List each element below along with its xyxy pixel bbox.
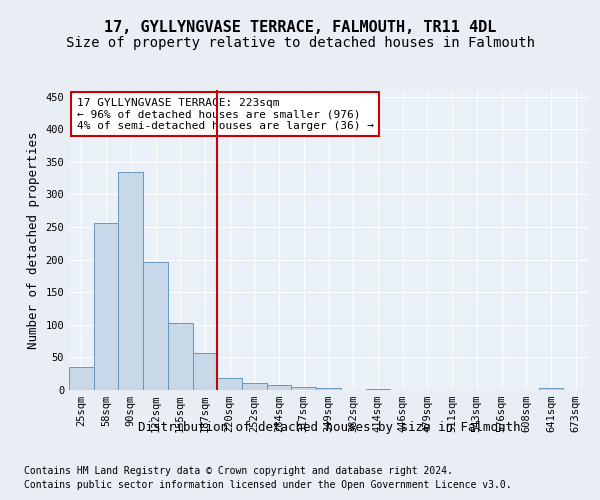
Bar (539, 388, 563, 390)
Text: Size of property relative to detached houses in Falmouth: Size of property relative to detached ho… (65, 36, 535, 50)
Text: 17, GYLLYNGVASE TERRACE, FALMOUTH, TR11 4DL: 17, GYLLYNGVASE TERRACE, FALMOUTH, TR11 … (104, 20, 496, 35)
Text: Contains public sector information licensed under the Open Government Licence v3: Contains public sector information licen… (24, 480, 512, 490)
Y-axis label: Number of detached properties: Number of detached properties (27, 131, 40, 349)
Text: Contains HM Land Registry data © Crown copyright and database right 2024.: Contains HM Land Registry data © Crown c… (24, 466, 453, 476)
Bar (217, 378, 242, 390)
Bar (365, 388, 390, 390)
Bar (94, 223, 118, 390)
Bar (267, 386, 292, 390)
Bar (69, 367, 94, 390)
Text: 17 GYLLYNGVASE TERRACE: 223sqm
← 96% of detached houses are smaller (976)
4% of : 17 GYLLYNGVASE TERRACE: 223sqm ← 96% of … (77, 98, 374, 130)
Bar (168, 323, 193, 390)
Text: Distribution of detached houses by size in Falmouth: Distribution of detached houses by size … (137, 421, 520, 434)
Bar (292, 388, 316, 390)
Bar (242, 384, 267, 390)
Bar (143, 262, 168, 390)
Bar (193, 353, 217, 390)
Bar (316, 388, 341, 390)
Bar (118, 172, 143, 390)
